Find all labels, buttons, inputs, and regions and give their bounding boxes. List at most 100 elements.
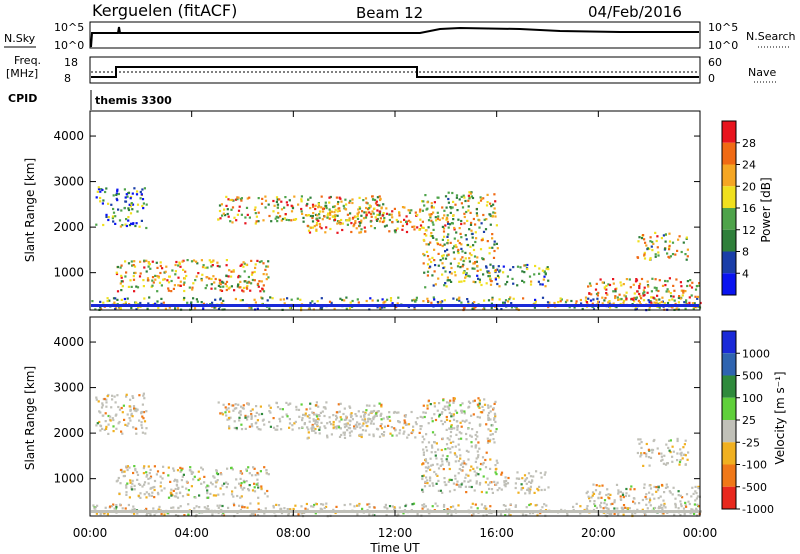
range-cell (620, 284, 623, 287)
range-cell (476, 466, 479, 469)
range-cell (107, 218, 110, 222)
range-cell (123, 418, 126, 421)
range-cell (459, 258, 462, 261)
range-cell (653, 438, 656, 442)
range-cell (316, 421, 319, 424)
range-cell (489, 429, 492, 432)
range-cell (680, 250, 683, 254)
range-cell (356, 504, 359, 507)
range-cell (491, 491, 494, 494)
range-cell (591, 491, 595, 494)
range-cell (161, 477, 164, 480)
range-cell (465, 210, 468, 214)
range-cell (460, 409, 463, 412)
range-cell (388, 505, 392, 508)
range-cell (247, 466, 250, 469)
range-cell (145, 475, 148, 478)
range-cell (547, 486, 550, 489)
range-cell (297, 513, 300, 516)
range-cell (560, 508, 563, 511)
range-cell (699, 301, 702, 305)
range-cell (276, 198, 279, 201)
range-cell (663, 454, 666, 457)
range-cell (600, 496, 603, 499)
range-cell (604, 296, 607, 300)
time-tick-label: 00:00 (73, 526, 108, 540)
range-cell (315, 404, 318, 407)
range-cell (514, 482, 517, 485)
range-cell (369, 212, 373, 216)
range-cell (453, 271, 456, 274)
range-cell (339, 427, 342, 430)
range-cell (318, 414, 321, 417)
range-cell (445, 443, 449, 446)
range-cell (317, 405, 320, 408)
range-cell (449, 206, 452, 209)
range-cell (402, 512, 405, 515)
range-cell (680, 289, 683, 292)
range-cell (269, 411, 272, 414)
range-cell (500, 308, 503, 311)
range-cell (411, 431, 414, 434)
range-cell (469, 479, 472, 482)
range-cell (666, 301, 670, 305)
range-cell (485, 507, 488, 510)
range-cell (391, 220, 394, 224)
range-cell (617, 298, 620, 301)
range-cell (388, 411, 391, 414)
range-cell (430, 213, 433, 216)
range-cell (119, 225, 122, 228)
range-cell (266, 489, 269, 493)
range-cell (452, 399, 455, 402)
range-cell (311, 423, 314, 427)
range-cell (388, 230, 391, 233)
range-cell (335, 427, 338, 430)
range-cell (148, 472, 151, 475)
range-cell (458, 299, 461, 302)
range-cell (429, 457, 432, 460)
range-cell (335, 411, 338, 414)
range-cell (318, 213, 321, 216)
range-cell (257, 496, 260, 499)
range-cell (445, 458, 448, 461)
range-cell (489, 481, 492, 484)
range-cell (363, 413, 367, 416)
range-cell (677, 494, 680, 497)
range-cell (468, 257, 471, 260)
range-cell (157, 493, 160, 496)
y-tick-label: 1000 (53, 472, 84, 486)
range-cell (548, 301, 551, 304)
range-cell (422, 506, 425, 509)
range-cell (376, 209, 379, 212)
range-cell (479, 481, 482, 485)
colorbar-tick-label: 8 (742, 246, 749, 259)
range-cell (465, 238, 468, 241)
range-cell (677, 296, 680, 299)
range-cell (372, 435, 375, 438)
range-cell (640, 237, 644, 240)
range-cell (132, 505, 135, 508)
range-cell (361, 507, 364, 510)
range-cell (677, 301, 680, 304)
range-cell (493, 412, 496, 415)
range-cell (603, 502, 606, 505)
range-cell (169, 491, 172, 494)
range-cell (499, 269, 502, 272)
range-cell (480, 490, 483, 494)
range-cell (433, 405, 436, 408)
range-cell (467, 209, 470, 212)
range-cell (636, 256, 640, 259)
range-cell (288, 199, 291, 202)
range-cell (277, 504, 281, 507)
range-cell (237, 274, 240, 278)
range-cell (370, 215, 373, 218)
range-cell (250, 413, 253, 416)
range-cell (674, 503, 677, 507)
range-cell (403, 430, 406, 433)
range-cell (280, 219, 283, 222)
range-cell (217, 218, 220, 221)
range-cell (247, 488, 250, 491)
range-cell (656, 447, 659, 450)
range-cell (205, 486, 208, 489)
range-cell (483, 299, 486, 302)
